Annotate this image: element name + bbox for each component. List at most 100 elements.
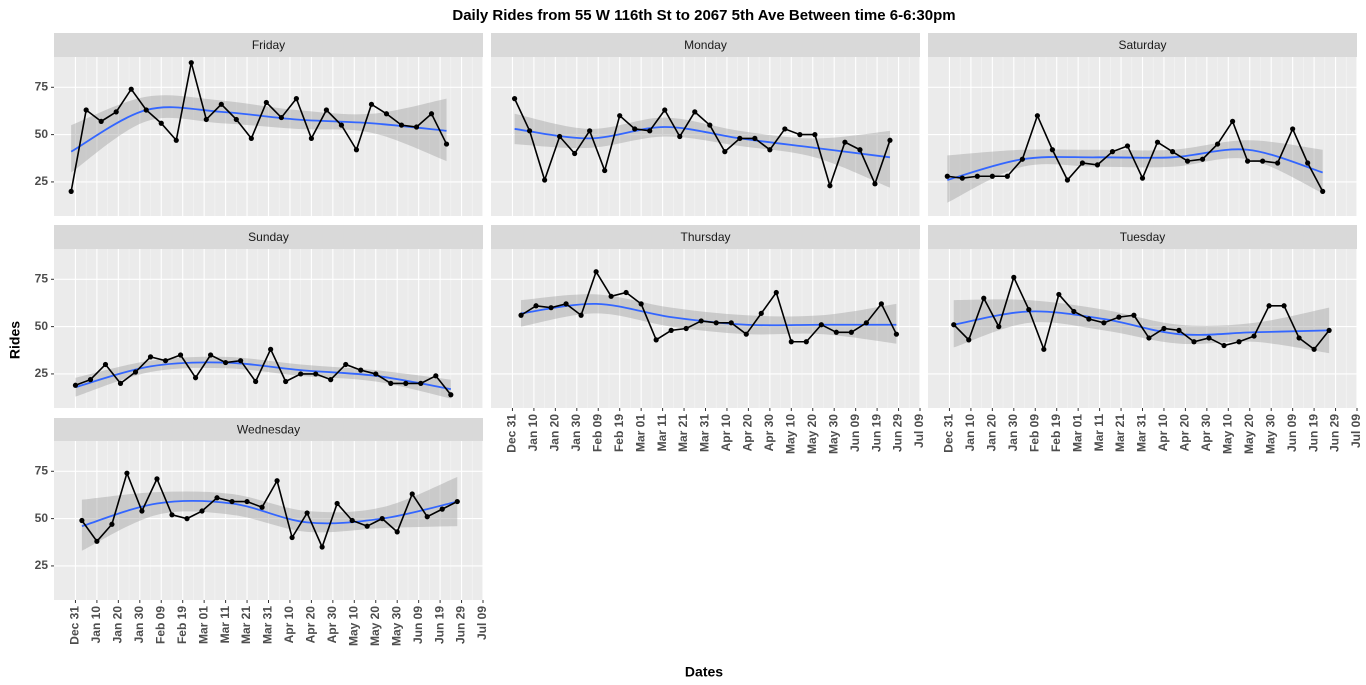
x-tick-label: Apr 20: [304, 606, 318, 644]
data-point: [383, 111, 390, 117]
strip-label: Sunday: [248, 230, 289, 244]
strip-label: Monday: [684, 38, 727, 52]
smooth-line: [947, 148, 1323, 181]
data-point: [364, 523, 370, 529]
data-point: [1064, 177, 1071, 183]
data-point: [1266, 303, 1272, 309]
y-tick-label: 75: [35, 271, 49, 285]
data-point: [72, 382, 79, 388]
x-tick-label: Dec 31: [942, 414, 956, 453]
facet-panel: Friday 25 50 75: [35, 33, 484, 216]
data-point: [184, 516, 190, 522]
data-point: [177, 352, 184, 358]
strip: [54, 33, 483, 57]
data-point: [1206, 335, 1212, 341]
data-point: [398, 122, 405, 128]
data-point: [767, 147, 773, 153]
data-point: [722, 149, 728, 155]
x-tick-label: Jun 09: [411, 606, 425, 644]
x-tick-label: Mar 11: [1092, 414, 1106, 452]
data-point: [244, 498, 250, 505]
x-tick-label: May 10: [1220, 414, 1234, 454]
facet-panel: Sunday 25 50 75: [35, 225, 484, 408]
data-point: [707, 122, 713, 128]
data-point: [959, 175, 965, 181]
data-point: [698, 318, 704, 324]
data-point: [248, 135, 254, 141]
data-point: [542, 177, 548, 183]
data-point: [1184, 158, 1191, 164]
data-point: [1049, 147, 1056, 153]
data-point: [1251, 333, 1257, 339]
data-point: [229, 498, 235, 505]
strip-label: Friday: [252, 38, 285, 52]
data-point: [857, 147, 863, 153]
x-tick-label: Mar 31: [1135, 414, 1149, 452]
y-axis-title: Rides: [7, 321, 23, 359]
x-tick-label: Jul 09: [912, 414, 926, 448]
data-point: [1221, 342, 1227, 349]
x-tick-label: May 30: [389, 606, 403, 646]
y-tick-label: 50: [35, 319, 49, 333]
strip: [928, 33, 1357, 57]
data-point: [278, 114, 284, 121]
x-tick-label: Jun 29: [891, 414, 905, 452]
y-tick-label: 25: [35, 558, 49, 572]
data-point: [533, 303, 539, 309]
smooth-line: [514, 126, 891, 159]
data-point: [1026, 306, 1032, 313]
x-tick-label: Jan 10: [963, 414, 977, 452]
x-tick-label: Mar 31: [698, 414, 712, 452]
data-point: [944, 173, 950, 179]
y-tick-label: 25: [35, 366, 49, 380]
facet-panel: Saturday: [928, 33, 1358, 216]
data-point: [878, 301, 884, 307]
data-point: [223, 359, 229, 366]
data-point: [334, 500, 340, 507]
data-point: [323, 107, 330, 113]
strip: [491, 225, 920, 249]
confidence-ribbon: [71, 95, 447, 173]
x-tick-label: Jun 29: [1328, 414, 1342, 452]
data-point: [638, 301, 644, 307]
data-point: [1071, 308, 1077, 315]
smooth-line: [70, 106, 447, 153]
data-point: [147, 354, 154, 360]
confidence-ribbon: [75, 356, 451, 399]
data-point: [662, 107, 668, 113]
data-point: [403, 380, 409, 386]
data-point: [608, 293, 614, 299]
data-point: [124, 470, 130, 476]
data-point: [677, 133, 683, 140]
data-point: [424, 514, 430, 520]
confidence-ribbon: [947, 140, 1323, 203]
data-point: [1079, 160, 1086, 166]
data-point: [1260, 158, 1266, 164]
data-point: [109, 521, 115, 527]
data-point: [68, 188, 74, 194]
data-point: [974, 173, 980, 179]
data-point: [863, 320, 869, 326]
data-point: [1131, 312, 1137, 318]
data-point: [388, 380, 394, 386]
data-point: [602, 167, 608, 174]
data-point: [1034, 113, 1040, 119]
y-tick-label: 75: [35, 79, 49, 93]
data-point: [842, 139, 848, 145]
data-point: [1019, 156, 1025, 162]
data-point: [1146, 335, 1152, 341]
y-tick-label: 50: [35, 511, 49, 525]
data-point: [557, 133, 563, 140]
data-point: [647, 128, 653, 134]
data-point: [848, 329, 854, 335]
x-tick-label: Mar 11: [218, 606, 232, 644]
data-point: [304, 510, 310, 516]
x-tick-label: Jun 19: [432, 606, 446, 644]
data-line: [75, 347, 452, 396]
x-tick-label: Feb 19: [612, 414, 626, 452]
x-tick-label: May 20: [1242, 414, 1256, 454]
data-point: [683, 325, 689, 332]
x-tick-label: Apr 10: [282, 606, 296, 644]
x-tick-label: Mar 01: [196, 606, 210, 644]
